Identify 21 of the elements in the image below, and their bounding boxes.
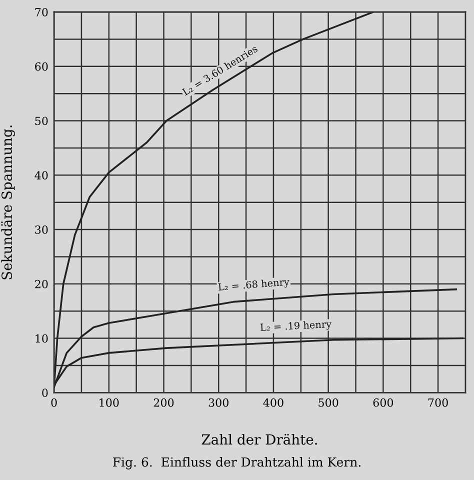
- y-tick-label: 20: [35, 280, 48, 288]
- y-tick-label: 50: [35, 116, 48, 126]
- annotation: L₂ = .19 henry: [260, 320, 332, 333]
- y-tick-label: 10: [36, 334, 48, 343]
- x-tick-label: 0: [51, 398, 57, 407]
- y-tick-label: 60: [35, 62, 48, 71]
- x-tick-label: 600: [373, 398, 394, 407]
- y-tick-label: 0: [42, 388, 48, 398]
- x-tick-label: 300: [208, 398, 228, 407]
- x-tick-label: 100: [100, 398, 119, 407]
- y-tick-label: 30: [35, 225, 48, 234]
- x-tick-label: 400: [263, 398, 284, 407]
- x-axis-title: Zahl der Drähte.: [202, 434, 318, 445]
- caption: Fig. 6. Einfluss der Drahtzahl im Kern.: [113, 457, 360, 470]
- x-tick-label: 700: [428, 398, 448, 407]
- x-tick-label: 200: [154, 398, 174, 407]
- y-tick-label: 40: [34, 171, 48, 180]
- y-tick-label: 70: [35, 8, 48, 16]
- x-tick-label: 500: [318, 398, 338, 407]
- annotation: L₂ = .68 henry: [218, 278, 290, 293]
- y-axis-title: Sekundäre Spannung.: [1, 125, 15, 280]
